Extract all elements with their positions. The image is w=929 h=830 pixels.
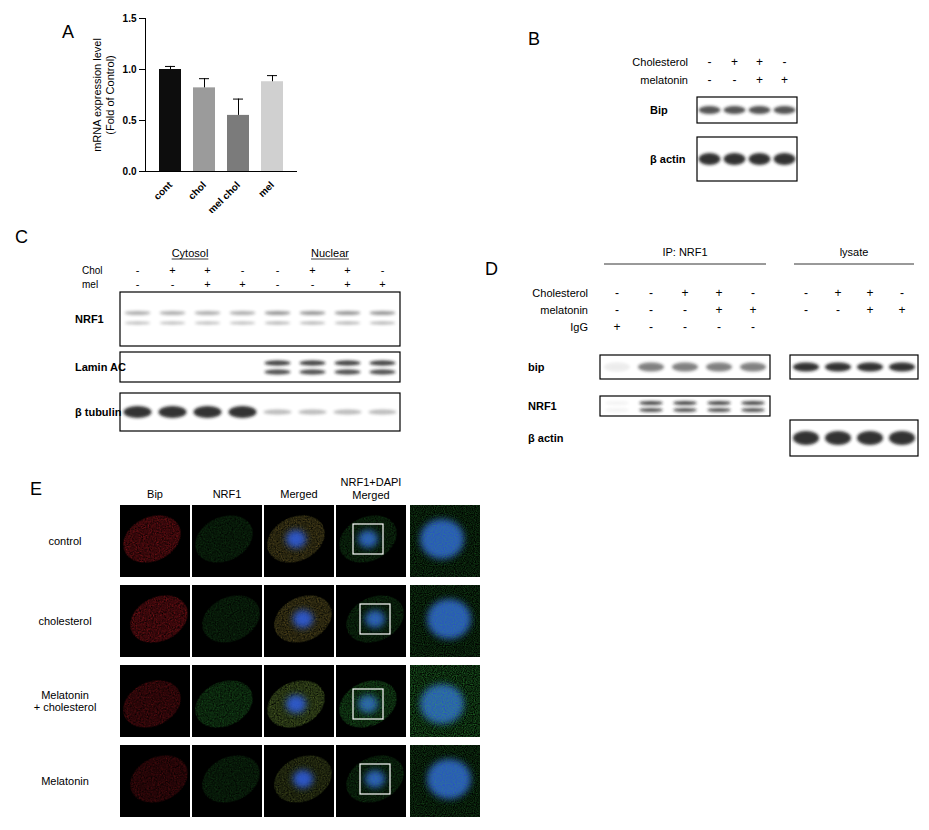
svg-text:+: + xyxy=(834,286,841,300)
svg-text:+: + xyxy=(781,73,788,87)
svg-text:+: + xyxy=(866,286,873,300)
svg-text:-: - xyxy=(804,286,808,300)
svg-text:+: + xyxy=(344,278,350,290)
svg-text:cont: cont xyxy=(151,179,174,202)
svg-text:IgG: IgG xyxy=(570,321,588,333)
svg-text:-: - xyxy=(171,278,175,290)
svg-text:+: + xyxy=(204,278,210,290)
svg-text:0.5: 0.5 xyxy=(123,115,137,126)
svg-text:Bip: Bip xyxy=(147,488,163,500)
svg-text:-: - xyxy=(649,320,653,334)
svg-text:+: + xyxy=(715,303,722,317)
svg-text:Cholesterol: Cholesterol xyxy=(632,56,688,68)
svg-text:β actin: β actin xyxy=(650,153,686,165)
svg-text:C: C xyxy=(15,227,28,247)
svg-text:+: + xyxy=(239,278,245,290)
svg-text:Chol: Chol xyxy=(82,265,103,276)
svg-text:NRF1+DAPIMerged: NRF1+DAPIMerged xyxy=(341,476,402,501)
svg-text:+: + xyxy=(715,286,722,300)
svg-text:+: + xyxy=(866,303,873,317)
svg-text:-: - xyxy=(783,55,787,69)
svg-text:+: + xyxy=(344,264,350,276)
svg-text:-: - xyxy=(804,303,808,317)
svg-text:β actin: β actin xyxy=(528,432,564,444)
svg-text:-: - xyxy=(381,264,385,276)
svg-text:1.0: 1.0 xyxy=(123,64,137,75)
svg-text:IP: NRF1: IP: NRF1 xyxy=(662,246,707,258)
svg-text:-: - xyxy=(649,303,653,317)
svg-text:Lamin AC: Lamin AC xyxy=(75,361,126,373)
svg-text:Melatonin: Melatonin xyxy=(41,775,89,787)
svg-text:-: - xyxy=(683,303,687,317)
svg-text:+: + xyxy=(756,55,763,69)
svg-text:-: - xyxy=(708,73,712,87)
svg-text:β tubulin: β tubulin xyxy=(75,406,122,418)
svg-text:-: - xyxy=(836,303,840,317)
svg-text:-: - xyxy=(733,73,737,87)
svg-text:Cytosol: Cytosol xyxy=(172,247,209,259)
svg-text:-: - xyxy=(615,286,619,300)
svg-text:chol: chol xyxy=(186,179,208,201)
svg-text:-: - xyxy=(276,264,280,276)
svg-text:NRF1: NRF1 xyxy=(213,488,242,500)
svg-text:-: - xyxy=(136,264,140,276)
svg-text:Cholesterol: Cholesterol xyxy=(532,287,588,299)
svg-text:-: - xyxy=(311,278,315,290)
svg-text:NRF1: NRF1 xyxy=(75,313,104,325)
svg-text:-: - xyxy=(717,320,721,334)
svg-text:D: D xyxy=(485,259,498,279)
svg-text:1.5: 1.5 xyxy=(123,13,137,24)
svg-text:B: B xyxy=(528,29,540,49)
svg-text:mRNA expression level(Fold of: mRNA expression level(Fold of Control) xyxy=(91,38,116,152)
svg-text:mel chol: mel chol xyxy=(206,179,243,213)
svg-text:mel: mel xyxy=(256,179,276,199)
svg-text:melatonin: melatonin xyxy=(540,304,588,316)
svg-text:cholesterol: cholesterol xyxy=(38,615,91,627)
svg-text:+: + xyxy=(898,303,905,317)
svg-text:Nuclear: Nuclear xyxy=(311,247,349,259)
svg-text:+: + xyxy=(681,286,688,300)
svg-text:-: - xyxy=(649,286,653,300)
svg-text:+: + xyxy=(749,303,756,317)
svg-text:-: - xyxy=(136,278,140,290)
svg-text:Bip: Bip xyxy=(650,104,668,116)
svg-text:-: - xyxy=(276,278,280,290)
svg-text:bip: bip xyxy=(528,361,545,373)
svg-text:+: + xyxy=(731,55,738,69)
svg-text:+: + xyxy=(204,264,210,276)
svg-text:NRF1: NRF1 xyxy=(528,400,557,412)
svg-text:-: - xyxy=(708,55,712,69)
svg-text:-: - xyxy=(751,286,755,300)
svg-text:+: + xyxy=(756,73,763,87)
svg-text:A: A xyxy=(62,22,74,42)
svg-text:mel: mel xyxy=(82,279,98,290)
svg-text:control: control xyxy=(48,535,81,547)
svg-text:+: + xyxy=(169,264,175,276)
svg-text:+: + xyxy=(379,278,385,290)
svg-text:Merged: Merged xyxy=(280,488,317,500)
svg-text:lysate: lysate xyxy=(840,246,869,258)
svg-text:+: + xyxy=(309,264,315,276)
svg-text:-: - xyxy=(751,320,755,334)
svg-text:-: - xyxy=(900,286,904,300)
svg-text:-: - xyxy=(683,320,687,334)
svg-text:-: - xyxy=(241,264,245,276)
svg-text:0.0: 0.0 xyxy=(123,166,137,177)
svg-text:+: + xyxy=(613,320,620,334)
svg-text:E: E xyxy=(30,479,42,499)
svg-text:-: - xyxy=(615,303,619,317)
svg-text:Melatonin+ cholesterol: Melatonin+ cholesterol xyxy=(34,689,97,714)
svg-text:melatonin: melatonin xyxy=(640,74,688,86)
